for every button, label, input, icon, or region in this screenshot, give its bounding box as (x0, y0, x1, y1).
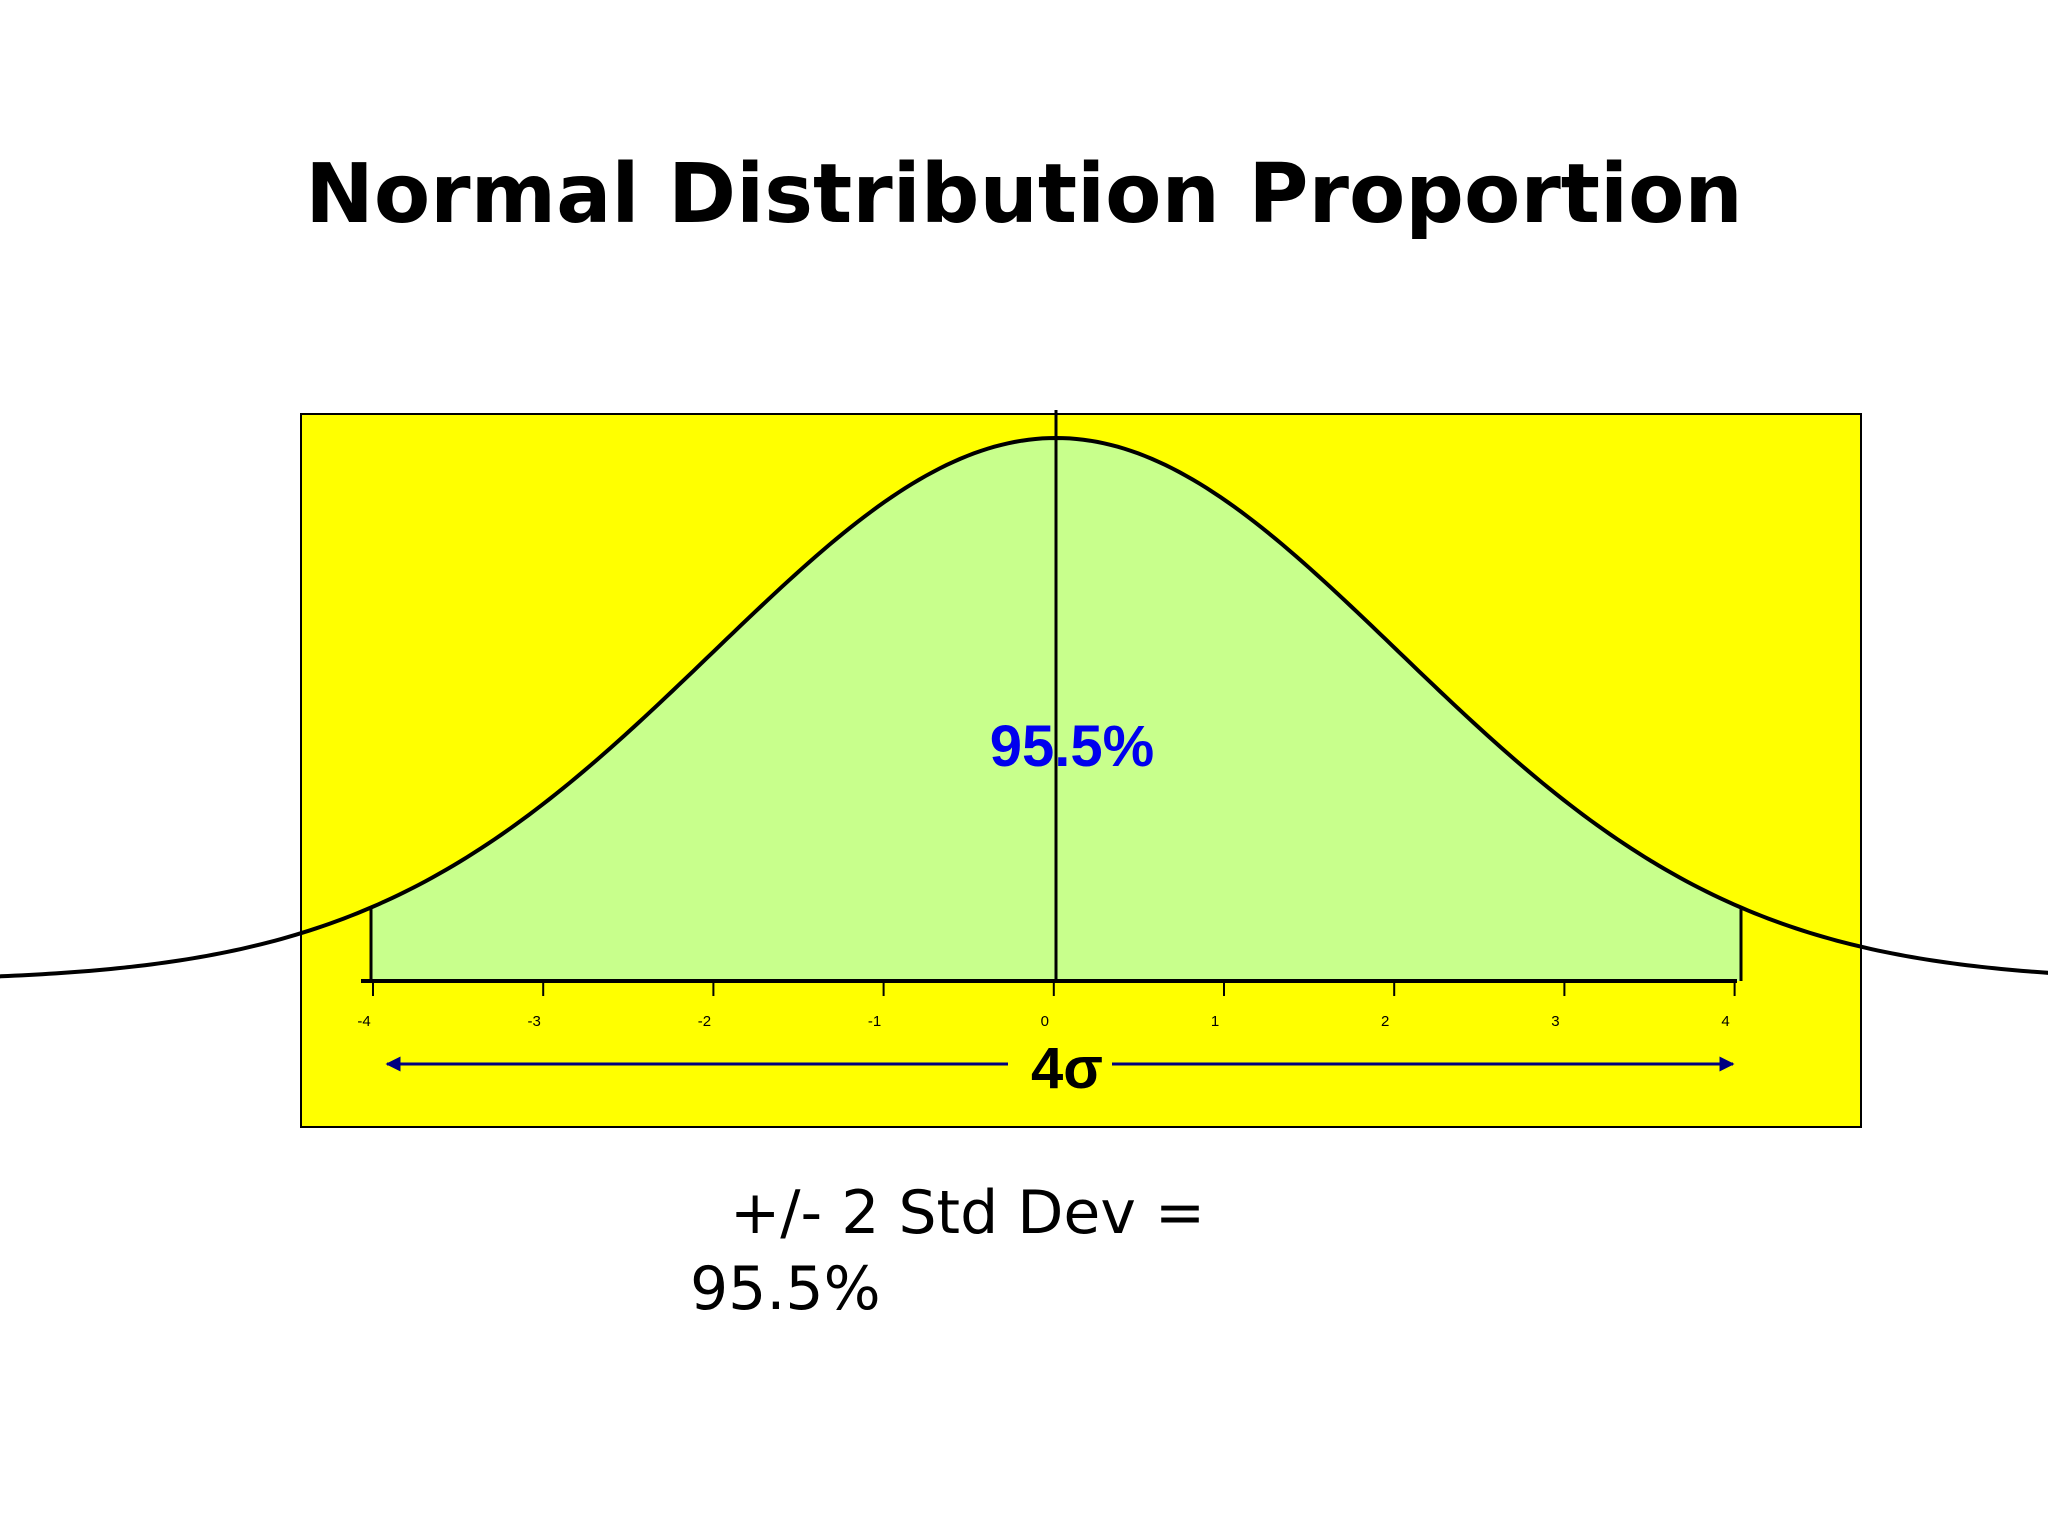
caption-line-1: +/- 2 Std Dev = (730, 1178, 1206, 1248)
x-tick-label: 2 (1381, 1013, 1389, 1030)
x-tick-label: -1 (868, 1013, 881, 1030)
x-tick-label: 0 (1041, 1013, 1049, 1030)
x-tick-label: 1 (1211, 1013, 1219, 1030)
x-tick-label: -3 (528, 1013, 541, 1030)
x-tick-label: -4 (357, 1013, 370, 1030)
x-tick-label: 4 (1721, 1013, 1729, 1030)
x-tick-label: 3 (1551, 1013, 1559, 1030)
slide-title: Normal Distribution Proportion (305, 147, 1743, 242)
shaded-area-label: 95.5% (990, 714, 1154, 779)
x-axis-ticks: -4 -3 -2 -1 0 1 2 3 4 (357, 981, 1736, 1030)
span-label: 4σ (1031, 1036, 1103, 1101)
bell-curve (0, 435, 2048, 979)
caption-line-2: 95.5% (690, 1254, 881, 1324)
x-tick-label: -2 (698, 1013, 711, 1030)
caption: +/- 2 Std Dev = 95.5% (690, 1175, 1390, 1327)
sigma-marker-lines (369, 410, 1743, 981)
